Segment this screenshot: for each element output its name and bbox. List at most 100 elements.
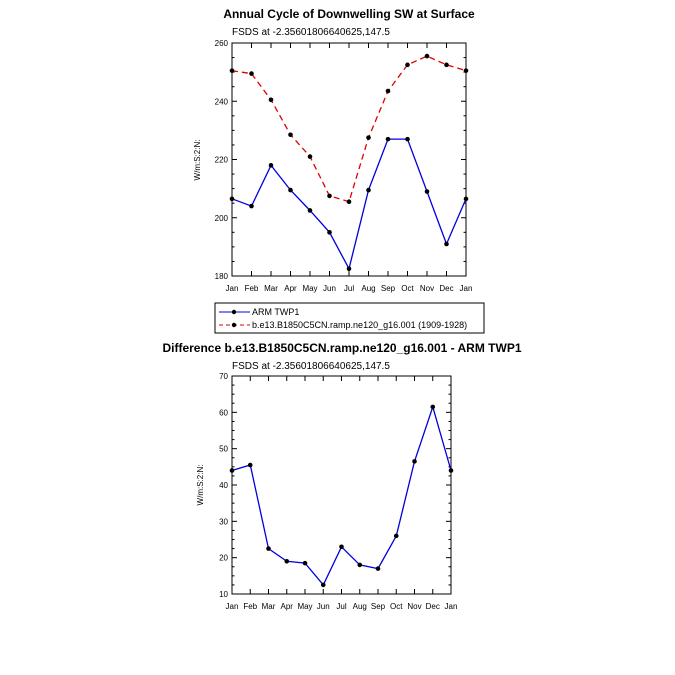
series-0-point bbox=[412, 459, 417, 464]
y-tick-label: 260 bbox=[215, 39, 229, 48]
legend-label-arm: ARM TWP1 bbox=[252, 307, 299, 317]
y-tick-label: 60 bbox=[219, 408, 228, 417]
x-tick-label: Sep bbox=[371, 602, 386, 611]
chart2-ylabel: W/m:S:2:N: bbox=[196, 465, 205, 506]
x-tick-label: Aug bbox=[353, 602, 367, 611]
chart1-subtitle: FSDS at -2.35601806640625,147.5 bbox=[232, 27, 390, 38]
series-0-point bbox=[463, 196, 469, 202]
series-0-point bbox=[346, 266, 352, 272]
x-tick-label: Dec bbox=[426, 602, 440, 611]
series-0-point bbox=[327, 230, 332, 235]
x-tick-label: May bbox=[302, 284, 317, 293]
series-1-point bbox=[327, 193, 332, 199]
chart2-plot-frame bbox=[231, 375, 452, 595]
series-0-point bbox=[448, 468, 454, 473]
series-1-point bbox=[463, 68, 469, 73]
series-0-point bbox=[393, 533, 399, 539]
series-0-point bbox=[284, 559, 290, 564]
x-tick-label: Jan bbox=[226, 602, 239, 611]
series-0-point bbox=[249, 203, 254, 209]
x-tick-label: Apr bbox=[284, 284, 297, 293]
y-tick-label: 20 bbox=[219, 554, 228, 563]
series-0-point bbox=[339, 544, 344, 550]
series-1-point bbox=[288, 132, 293, 138]
series-line-1 bbox=[231, 55, 467, 203]
chart2-subtitle: FSDS at -2.35601806640625,147.5 bbox=[232, 361, 390, 372]
series-0-point bbox=[366, 187, 371, 193]
x-tick-label: Nov bbox=[407, 602, 421, 611]
series-0-point bbox=[302, 560, 308, 566]
series-0-point bbox=[430, 404, 436, 410]
series-0-point bbox=[320, 582, 326, 588]
x-tick-label: Jan bbox=[460, 284, 473, 293]
chart2-series bbox=[229, 404, 454, 588]
legend-marker-arm bbox=[231, 309, 237, 315]
x-tick-label: Jan bbox=[226, 284, 239, 293]
legend-label-model: b.e13.B1850C5CN.ramp.ne120_g16.001 (1909… bbox=[252, 320, 467, 330]
legend: ARM TWP1 b.e13.B1850C5CN.ramp.ne120_g16.… bbox=[214, 302, 485, 334]
chart2-y-axis: 10 20 30 40 50 60 70 bbox=[219, 372, 451, 599]
x-tick-label: Jun bbox=[323, 284, 336, 293]
series-1-point bbox=[444, 62, 449, 68]
y-tick-label: 10 bbox=[219, 590, 228, 599]
x-tick-label: Dec bbox=[439, 284, 453, 293]
series-1-point bbox=[249, 71, 254, 76]
chart1-title: Annual Cycle of Downwelling SW at Surfac… bbox=[223, 7, 475, 21]
y-tick-label: 180 bbox=[215, 272, 229, 281]
x-tick-label: Mar bbox=[262, 602, 276, 611]
chart1-ylabel: W/m:S:2:N: bbox=[193, 140, 202, 181]
x-tick-label: Mar bbox=[264, 284, 278, 293]
legend-marker-model bbox=[231, 322, 237, 328]
chart1-series bbox=[229, 53, 469, 272]
x-tick-label: Apr bbox=[281, 602, 294, 611]
series-0-point bbox=[385, 136, 391, 142]
x-tick-label: Feb bbox=[243, 602, 257, 611]
x-tick-label: Oct bbox=[401, 284, 414, 293]
x-tick-label: Jul bbox=[344, 284, 354, 293]
series-0-point bbox=[405, 136, 410, 142]
x-tick-label: Oct bbox=[390, 602, 403, 611]
series-1-point bbox=[346, 199, 352, 205]
y-tick-label: 30 bbox=[219, 517, 228, 526]
series-0-point bbox=[307, 208, 313, 213]
x-tick-label: Jun bbox=[317, 602, 330, 611]
series-1-point bbox=[366, 135, 371, 140]
series-0-point bbox=[247, 462, 253, 468]
series-0-point bbox=[229, 468, 235, 473]
series-0-point bbox=[424, 189, 430, 194]
series-0-point bbox=[288, 187, 293, 193]
chart1-plot-frame bbox=[231, 42, 467, 277]
x-tick-label: Sep bbox=[381, 284, 396, 293]
chart2-title: Difference b.e13.B1850C5CN.ramp.ne120_g1… bbox=[162, 341, 521, 355]
legend-box bbox=[214, 302, 485, 334]
series-1-point bbox=[229, 68, 235, 73]
series-0-point bbox=[266, 546, 271, 551]
series-0-point bbox=[229, 196, 235, 202]
series-0-point bbox=[357, 562, 363, 568]
y-tick-label: 50 bbox=[219, 445, 228, 454]
series-0-point bbox=[444, 241, 449, 247]
series-0-point bbox=[268, 163, 274, 168]
series-1-point bbox=[405, 62, 410, 68]
series-1-point bbox=[424, 53, 430, 59]
y-tick-label: 240 bbox=[215, 97, 229, 106]
series-0-point bbox=[375, 566, 381, 571]
x-tick-label: Jul bbox=[336, 602, 346, 611]
x-tick-label: May bbox=[297, 602, 312, 611]
y-tick-label: 200 bbox=[215, 214, 229, 223]
chart2-x-axis: Jan Feb Mar Apr May Jun Jul Aug Sep Oct Nov Dec Jan bbox=[226, 376, 458, 611]
series-line-0 bbox=[231, 404, 452, 587]
series-1-point bbox=[268, 97, 274, 103]
x-tick-label: Jan bbox=[445, 602, 458, 611]
y-tick-label: 70 bbox=[219, 372, 228, 381]
series-1-point bbox=[307, 154, 313, 159]
x-tick-label: Aug bbox=[361, 284, 375, 293]
chart1-x-axis: Jan Feb Mar Apr May Jun Jul Aug Sep Oct Nov Dec Jan bbox=[226, 43, 473, 293]
x-tick-label: Feb bbox=[245, 284, 259, 293]
series-1-point bbox=[385, 88, 391, 94]
x-tick-label: Nov bbox=[420, 284, 434, 293]
y-tick-label: 40 bbox=[219, 481, 228, 490]
chart1-y-axis: 180 200 220 240 260 bbox=[215, 39, 466, 281]
y-tick-label: 220 bbox=[215, 156, 229, 165]
